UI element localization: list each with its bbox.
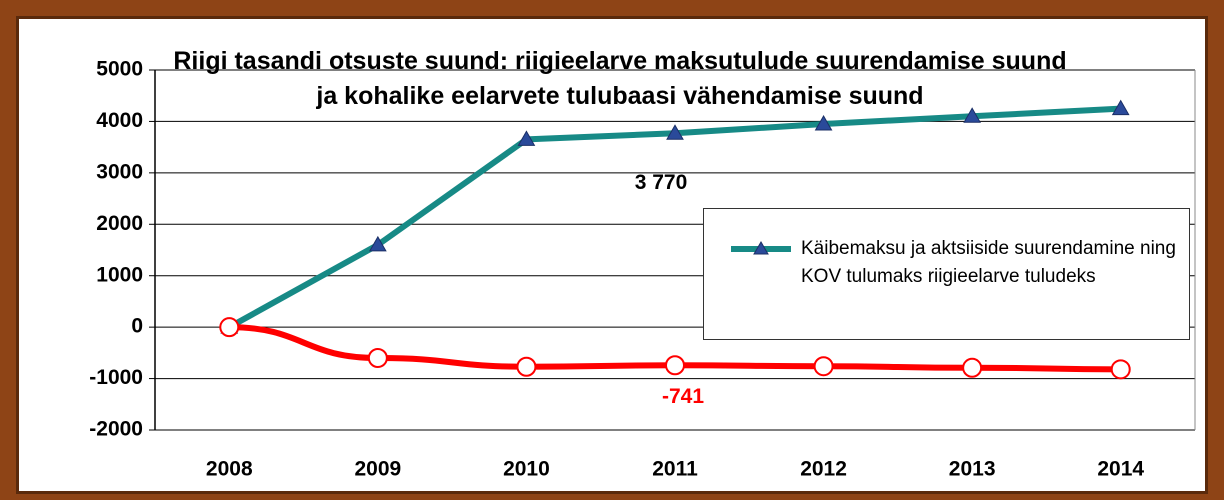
x-tick-label: 2013 bbox=[949, 458, 996, 481]
marker bbox=[1110, 359, 1131, 380]
y-tick-label: 4000 bbox=[96, 109, 143, 132]
y-tick-label: 0 bbox=[131, 315, 143, 338]
marker bbox=[814, 114, 833, 131]
legend-swatch bbox=[731, 241, 791, 255]
x-tick-label: 2011 bbox=[652, 458, 698, 481]
marker bbox=[517, 130, 536, 146]
x-tick-label: 2012 bbox=[800, 458, 847, 481]
marker bbox=[813, 356, 834, 377]
x-tick-label: 2014 bbox=[1097, 458, 1144, 481]
marker bbox=[666, 124, 684, 140]
y-tick-label: 3000 bbox=[96, 160, 143, 183]
marker bbox=[665, 355, 685, 376]
y-tick-label: 1000 bbox=[96, 263, 143, 286]
marker bbox=[368, 235, 387, 252]
marker bbox=[962, 357, 983, 378]
marker bbox=[516, 356, 537, 377]
data-label: 3 770 bbox=[635, 171, 688, 194]
x-tick-label: 2008 bbox=[206, 458, 253, 481]
marker bbox=[367, 348, 388, 368]
marker bbox=[219, 317, 240, 338]
chart-title: Riigi tasandi otsuste suund: riigieelarv… bbox=[173, 47, 1067, 110]
data-label: -741 bbox=[662, 385, 704, 408]
marker bbox=[963, 107, 982, 123]
legend-marker bbox=[753, 241, 769, 255]
legend-label: Käibemaksu ja aktsiiside suurendamine ni… bbox=[801, 238, 1176, 287]
x-tick-label: 2010 bbox=[503, 458, 550, 481]
y-tick-label: -1000 bbox=[89, 366, 143, 389]
marker bbox=[1111, 99, 1130, 116]
legend: Käibemaksu ja aktsiiside suurendamine ni… bbox=[703, 208, 1190, 340]
y-tick-label: 2000 bbox=[96, 212, 143, 235]
y-tick-label: 5000 bbox=[96, 58, 143, 81]
x-tick-label: 2009 bbox=[354, 458, 401, 481]
y-tick-label: -2000 bbox=[89, 418, 143, 441]
